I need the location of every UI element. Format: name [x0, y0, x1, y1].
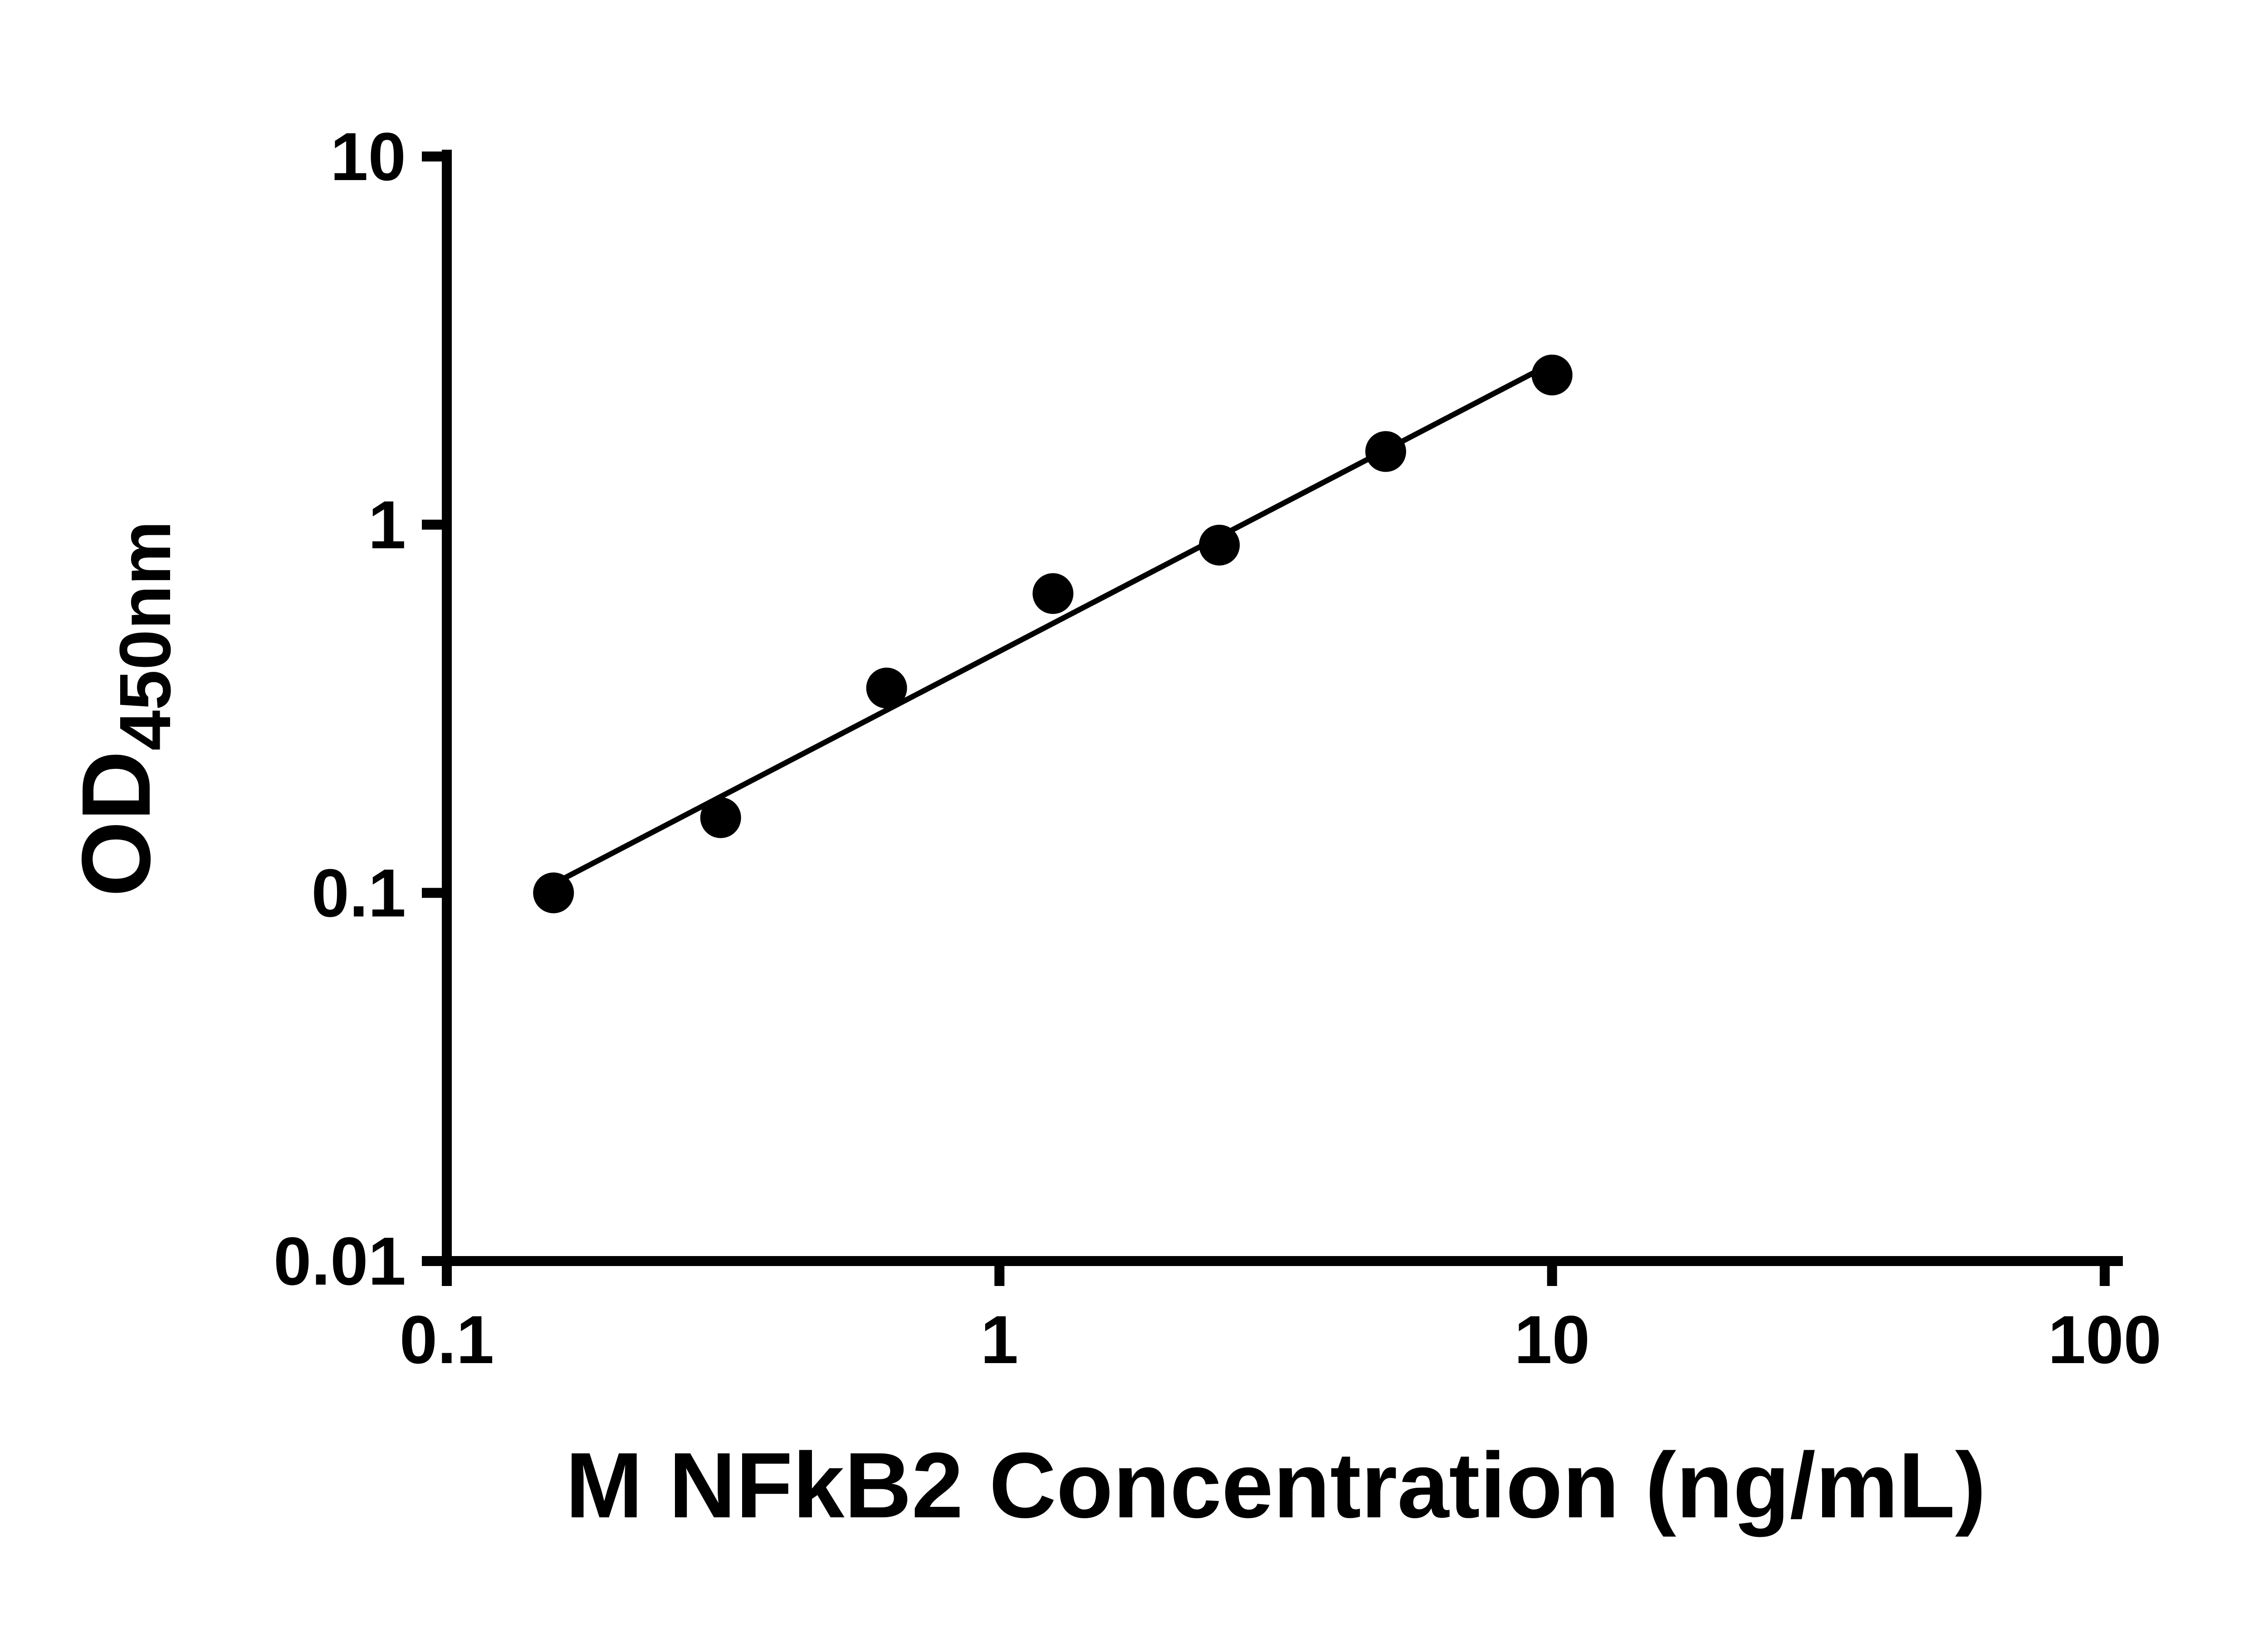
data-point — [1032, 573, 1074, 614]
data-point — [700, 797, 741, 838]
y-tick-label: 0.01 — [274, 1223, 406, 1299]
y-tick-label: 0.1 — [311, 855, 406, 931]
ticks-layer — [422, 152, 2110, 1286]
x-tick-label: 1 — [981, 1301, 1018, 1378]
y-tick-label: 1 — [368, 487, 406, 563]
series-layer — [533, 354, 1573, 914]
y-axis-title: OD450nm — [61, 521, 186, 897]
titles-layer: M NFkB2 Concentration (ng/mL) OD450nm — [61, 521, 1986, 1537]
data-point — [866, 667, 907, 709]
data-point — [1365, 431, 1406, 472]
x-tick-label: 0.1 — [400, 1301, 494, 1378]
x-tick-label: 10 — [1514, 1301, 1590, 1378]
axis-lines — [442, 150, 2123, 1266]
x-axis-title: M NFkB2 Concentration (ng/mL) — [566, 1433, 1986, 1537]
data-point — [533, 872, 574, 914]
data-point — [1199, 524, 1240, 566]
y-axis-title-subscript: 450nm — [104, 521, 186, 751]
axes-layer — [442, 150, 2123, 1266]
y-axis-title-main: OD — [61, 751, 171, 897]
x-tick-label: 100 — [2048, 1301, 2161, 1378]
data-point — [1531, 354, 1573, 396]
y-tick-label: 10 — [330, 118, 406, 195]
